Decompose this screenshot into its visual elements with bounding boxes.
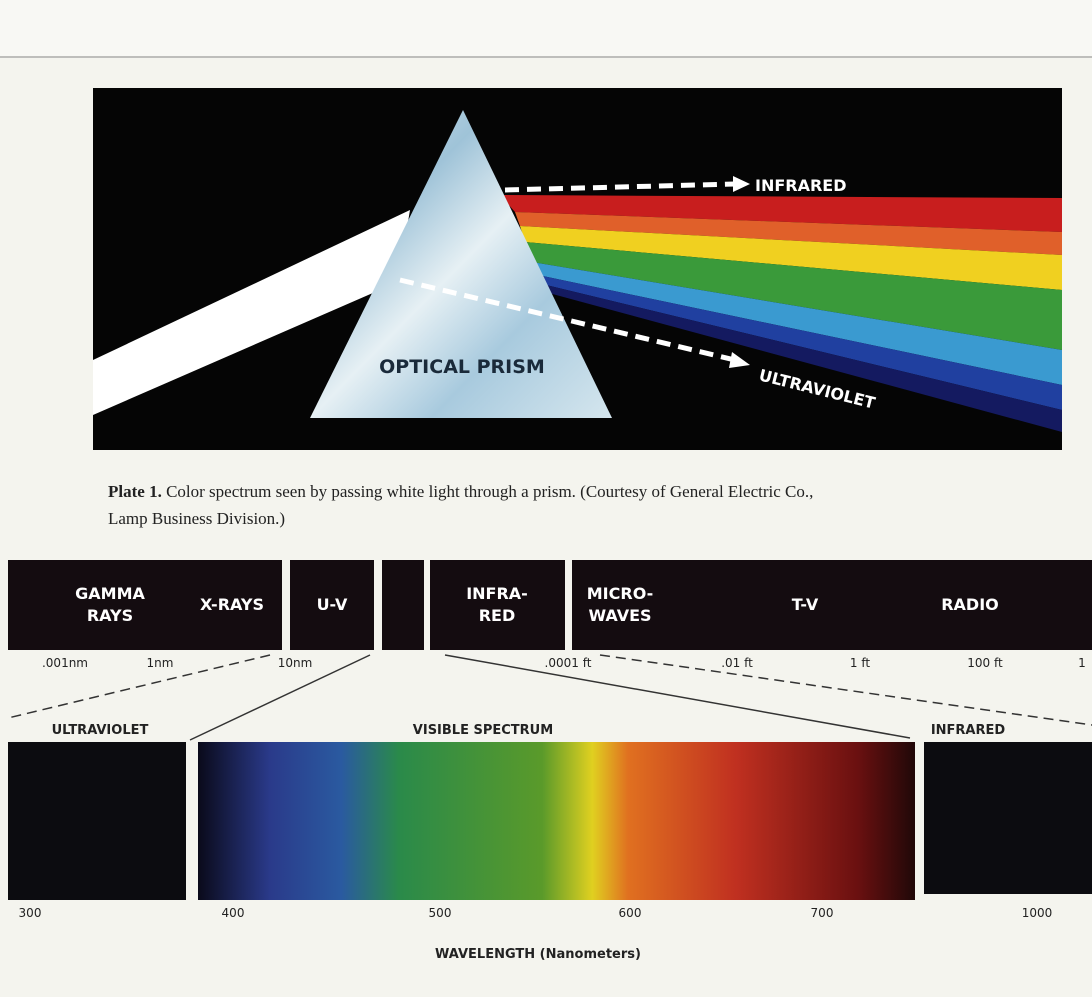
caption-text: Color spectrum seen by passing white lig… (166, 482, 813, 501)
band-label: WAVES (588, 606, 651, 625)
scale-label: 1 ft (850, 656, 870, 670)
region-label: ULTRAVIOLET (52, 723, 149, 738)
visible-box (198, 742, 915, 900)
uv-box (8, 742, 186, 900)
region-label: INFRARED (931, 723, 1006, 738)
band-label: X-RAYS (200, 595, 264, 614)
tick-label: 500 (429, 906, 452, 920)
scale-label: 1 (1078, 656, 1086, 670)
scale-label: .001nm (42, 656, 88, 670)
arrowhead (729, 352, 750, 368)
band-label: MICRO- (587, 584, 653, 603)
scale-label: 100 ft (967, 656, 1003, 670)
band-label: INFRA- (466, 584, 528, 603)
prism-label: OPTICAL PRISM (379, 356, 545, 378)
tick-label: 600 (619, 906, 642, 920)
caption-line: Lamp Business Division.) (108, 509, 285, 528)
top-strip (0, 0, 1092, 56)
white-beam (93, 210, 410, 415)
zoom-lines (7, 654, 1092, 741)
tick-label: 1000 (1022, 906, 1053, 920)
caption-label: Plate 1. (108, 482, 162, 501)
band-label: RADIO (941, 595, 999, 614)
infrared-label: INFRARED (755, 176, 847, 195)
band-label: T-V (792, 595, 819, 614)
caption-line: Plate 1. Color spectrum seen by passing … (108, 482, 813, 501)
tick-label: 700 (811, 906, 834, 920)
band-boxes (8, 560, 1092, 650)
tick-label: 400 (222, 906, 245, 920)
band-label: U-V (317, 595, 348, 614)
scale-label: .01 ft (721, 656, 753, 670)
arrowhead (733, 176, 750, 192)
region-label: VISIBLE SPECTRUM (413, 723, 553, 738)
ir-box (924, 742, 1092, 894)
scale-label: 10nm (278, 656, 313, 670)
tick-label: 300 (19, 906, 42, 920)
band-label: GAMMA (75, 584, 145, 603)
spectrum-fan (500, 195, 1062, 432)
scale-label: .0001 ft (545, 656, 592, 670)
band-label: RAYS (87, 606, 133, 625)
ultraviolet-arrow (399, 277, 736, 363)
axis-label: WAVELENGTH (Nanometers) (435, 947, 641, 962)
infrared-arrow (504, 181, 736, 193)
scale-label: 1nm (147, 656, 174, 670)
band-label: RED (479, 606, 516, 625)
prism (310, 110, 612, 418)
